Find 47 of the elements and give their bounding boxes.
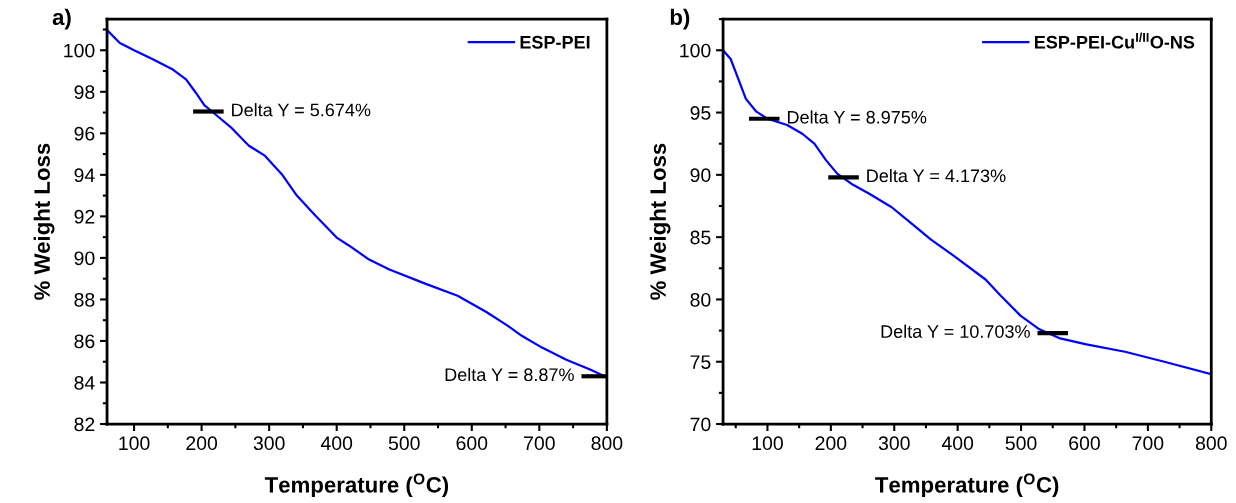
- annotation: Delta Y = 8.975%: [787, 110, 927, 124]
- y-tick-label: 96: [74, 126, 95, 141]
- annotation: Delta Y = 5.674%: [232, 103, 371, 117]
- x-tick-label: 400: [941, 436, 974, 451]
- x-tick-label: 400: [320, 436, 353, 451]
- y-tick-label: 100: [680, 43, 711, 58]
- x-tick-label: 200: [186, 436, 218, 451]
- x-tick-label: 700: [524, 436, 555, 451]
- y-tick-label: 82: [74, 417, 95, 432]
- chart-title: b): [670, 8, 690, 30]
- y-tick-label: 95: [690, 106, 711, 120]
- x-axis-title: Temperature ($^{O}$C): [264, 473, 449, 498]
- y-tick-label: 80: [690, 292, 711, 307]
- y-tick-label: 70: [690, 417, 711, 432]
- annotation: Delta Y = 10.703%: [881, 324, 1030, 338]
- x-tick-label: 100: [119, 436, 150, 451]
- legend-label: ESP-PEI: [520, 35, 590, 49]
- y-tick-label: 100: [64, 43, 95, 58]
- annotation: Delta Y = 8.87%: [445, 367, 574, 382]
- y-axis-title: % Weight Loss: [33, 143, 55, 300]
- x-tick-label: 500: [1005, 436, 1037, 451]
- x-tick-label: 100: [752, 436, 783, 451]
- y-tick-label: 90: [690, 168, 711, 183]
- y-tick-label: 94: [74, 168, 95, 183]
- x-axis-title: Temperature ($^{O}$C): [875, 473, 1059, 498]
- y-tick-label: 84: [74, 375, 95, 390]
- x-tick-label: 800: [591, 436, 623, 451]
- y-tick-label: 90: [74, 251, 95, 266]
- x-tick-label: 600: [1069, 436, 1100, 451]
- x-tick-label: 500: [388, 436, 420, 451]
- y-tick-label: 88: [74, 292, 95, 307]
- y-axis-title: % Weight Loss: [649, 143, 671, 300]
- y-tick-label: 75: [690, 355, 711, 369]
- x-tick-label: 200: [815, 436, 847, 451]
- y-tick-label: 86: [74, 334, 95, 349]
- x-tick-label: 300: [878, 436, 910, 451]
- chart-title: a): [52, 8, 71, 30]
- x-tick-label: 600: [456, 436, 488, 451]
- line-series: [723, 49, 1212, 376]
- y-tick-label: 92: [74, 209, 95, 224]
- x-tick-label: 300: [253, 436, 285, 451]
- x-tick-label: 800: [1195, 436, 1227, 451]
- x-tick-label: 700: [1132, 436, 1164, 451]
- y-tick-label: 98: [74, 85, 95, 100]
- y-tick-label: 85: [690, 230, 711, 245]
- legend-label: ESP-PEI-Cu$^{I/II}$O-NS: [1035, 32, 1195, 49]
- annotation: Delta Y = 4.173%: [867, 168, 1006, 183]
